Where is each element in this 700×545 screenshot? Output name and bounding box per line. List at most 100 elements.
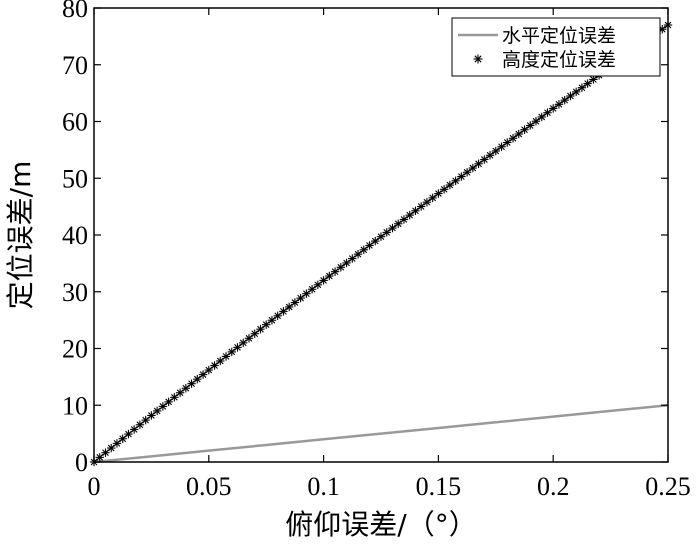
data-point-marker <box>239 338 248 348</box>
data-point-marker <box>313 280 323 290</box>
y-tick-label: 50 <box>62 164 88 193</box>
data-point-marker <box>198 370 208 379</box>
data-point-marker <box>399 215 409 224</box>
legend-label-horizontal: 水平定位误差 <box>502 25 616 47</box>
data-point-marker <box>549 104 558 113</box>
data-point-marker <box>491 146 500 156</box>
data-point-marker <box>107 443 116 453</box>
data-point-marker <box>508 134 518 143</box>
y-tick-label: 40 <box>62 221 88 250</box>
data-point-marker <box>227 347 236 357</box>
data-point-marker <box>267 316 277 325</box>
data-point-marker <box>175 388 185 397</box>
data-point-marker <box>193 374 202 384</box>
data-point-marker <box>216 356 225 366</box>
data-point-marker <box>451 176 460 186</box>
data-point-marker <box>497 142 506 151</box>
data-point-marker <box>112 439 122 448</box>
data-point-marker <box>485 151 495 160</box>
data-point-marker <box>520 125 529 134</box>
ticks-layer: 0 0.05 0.1 0.15 0.2 0.25 0 10 20 30 40 50 60 70 80 <box>62 0 691 501</box>
x-tick-label: 0.05 <box>186 472 232 501</box>
data-point-marker <box>262 320 271 329</box>
series-line-horizontal-error <box>93 404 669 464</box>
data-point-marker <box>439 185 449 194</box>
data-point-marker <box>353 249 363 259</box>
x-tick-label: 0.1 <box>307 472 340 501</box>
y-axis-label: 定位误差/m <box>4 161 37 310</box>
data-point-marker <box>457 172 466 181</box>
data-point-marker <box>158 402 168 411</box>
data-point-marker <box>124 429 133 439</box>
data-point-marker <box>330 267 340 276</box>
data-point-marker <box>589 75 598 84</box>
data-point-marker <box>319 276 328 285</box>
legend-swatch-height <box>473 54 483 64</box>
x-tick-label: 0.2 <box>537 472 570 501</box>
data-point-marker <box>468 163 478 173</box>
data-point-marker <box>434 189 443 198</box>
data-point-marker <box>279 307 288 316</box>
y-tick-label: 0 <box>75 448 88 477</box>
y-tick-label: 60 <box>62 108 88 137</box>
data-point-marker <box>405 210 414 220</box>
data-point-marker <box>583 79 592 88</box>
data-point-marker <box>566 91 575 101</box>
data-point-marker <box>382 228 391 237</box>
data-point-marker <box>554 100 564 109</box>
data-point-marker <box>101 448 110 457</box>
data-point-marker <box>325 271 334 281</box>
x-tick-label: 0 <box>88 472 101 501</box>
data-point-marker <box>307 285 317 294</box>
legend-box <box>451 17 661 77</box>
legend-label-height: 高度定位误差 <box>502 49 616 71</box>
x-axis-label: 俯仰误差/（°） <box>285 508 476 541</box>
data-point-marker <box>526 121 535 130</box>
data-point-marker <box>480 155 489 164</box>
data-point-marker <box>204 365 213 375</box>
y-tick-label: 20 <box>62 335 88 364</box>
data-point-marker <box>537 112 546 122</box>
data-point-marker <box>129 425 139 434</box>
data-point-marker <box>221 352 231 361</box>
data-point-marker <box>233 343 242 352</box>
data-point-marker <box>474 159 483 168</box>
series-markers-height-error <box>89 20 673 467</box>
data-point-marker <box>273 311 282 321</box>
data-point-marker <box>135 420 145 429</box>
data-point-marker <box>348 254 357 263</box>
y-tick-label: 30 <box>62 278 88 307</box>
data-point-marker <box>290 298 300 307</box>
data-point-marker <box>416 202 426 211</box>
data-point-marker <box>95 453 104 462</box>
data-point-marker <box>210 361 219 370</box>
data-point-marker <box>141 415 150 425</box>
data-point-marker <box>336 263 346 272</box>
data-point-marker <box>503 138 512 147</box>
data-point-marker <box>164 397 173 407</box>
data-point-marker <box>181 384 191 393</box>
data-point-marker <box>147 411 156 420</box>
data-point-marker <box>250 329 259 338</box>
x-tick-label: 0.15 <box>416 472 462 501</box>
data-point-marker <box>170 393 179 402</box>
data-point-marker <box>388 223 397 233</box>
data-point-marker <box>256 325 265 334</box>
data-point-marker <box>422 197 432 207</box>
data-point-marker <box>462 168 472 177</box>
x-tick-label: 0.25 <box>645 472 691 501</box>
data-point-marker <box>394 219 403 228</box>
data-point-marker <box>118 434 127 443</box>
data-point-marker <box>296 293 305 303</box>
y-tick-label: 70 <box>62 51 88 80</box>
data-point-marker <box>571 87 581 97</box>
data-point-marker <box>376 232 386 241</box>
legend-star-marker <box>473 54 483 64</box>
data-point-marker <box>284 302 294 312</box>
data-point-marker <box>244 334 254 343</box>
data-point-marker <box>342 258 351 268</box>
legend: 水平定位误差 高度定位误差 <box>451 17 661 77</box>
series-layer <box>89 20 673 467</box>
data-point-marker <box>302 289 311 298</box>
